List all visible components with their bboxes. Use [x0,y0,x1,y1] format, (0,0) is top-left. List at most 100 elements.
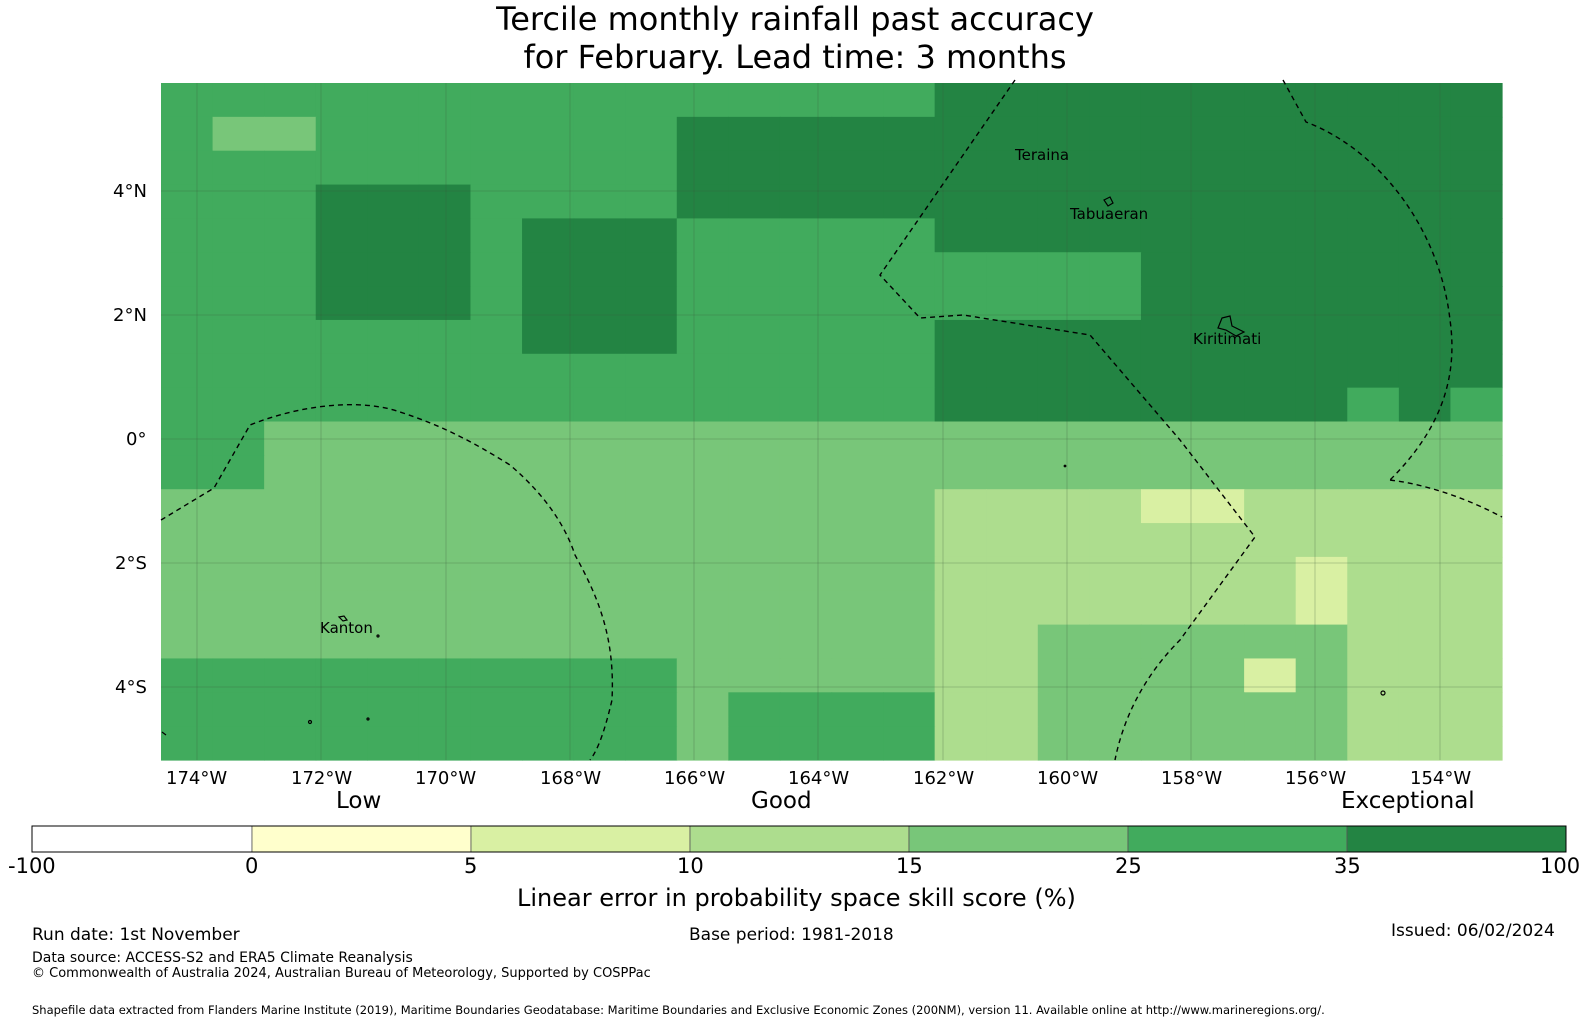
skill-cell [779,184,833,219]
skill-cell [161,624,214,660]
title-line-1: Tercile monthly rainfall past accuracy [496,0,1094,38]
skill-cell [418,421,472,456]
skill-cell [625,624,678,660]
skill-cell [986,353,1039,389]
skill-cell [522,726,575,761]
skill-cell [1089,421,1142,456]
skill-cell [470,658,523,693]
skill-cell [1295,83,1348,118]
skill-cell [1037,624,1090,660]
skill-cell [264,184,317,219]
skill-cell [625,658,678,693]
skill-cell [1140,590,1194,626]
skill-cell [1192,218,1245,253]
skill-cell [934,252,987,287]
skill-cell [1347,150,1400,186]
skill-cell [1140,387,1194,423]
skill-cell [1192,116,1245,152]
skill-cell [1089,624,1142,660]
skill-cell [883,624,936,660]
skill-cell [1192,658,1245,693]
skill-cell [573,523,626,558]
skill-cell [522,150,575,186]
colorbar-tick-25: 25 [1115,854,1142,878]
skill-cell [212,319,265,355]
lon-label-170w: 170°W [415,768,477,789]
skill-cell [1450,421,1503,456]
skill-cell [1037,590,1090,626]
skill-cell [264,489,317,524]
skill-cell [986,286,1039,321]
skill-cell [1347,658,1400,693]
skill-cell [1347,726,1400,761]
skill-cell [934,726,987,761]
skill-cell [676,184,729,219]
skill-cell [470,556,523,592]
skill-cell [728,523,781,558]
skill-cell [883,556,936,592]
skill-cell [1398,624,1452,660]
skill-cell [676,455,729,490]
colorbar-category-exceptional: Exceptional [1341,788,1475,814]
skill-cell [470,692,523,727]
issued-date: Issued: 06/02/2024 [1391,921,1555,941]
skill-cell [573,319,626,355]
skill-cell [676,353,729,389]
skill-cell [1295,658,1348,693]
skill-cell [315,658,368,693]
skill-cell [264,116,317,152]
skill-cell [1398,421,1452,456]
skill-cell [367,184,420,219]
skill-cell [676,252,729,287]
lon-label-164w: 164°W [788,768,850,789]
eez-boundaries [160,79,1503,761]
skill-cell [934,590,987,626]
skill-cell [367,489,420,524]
skill-cell [418,556,472,592]
skill-cell [625,421,678,456]
skill-cell [883,692,936,727]
skill-cell [779,523,833,558]
skill-cell [315,726,368,761]
skill-cell [986,83,1039,118]
skill-cell [831,218,884,253]
skill-cell [831,387,884,423]
island-dot-4 [366,717,370,721]
skill-cell [1140,286,1194,321]
skill-cell [1295,624,1348,660]
skill-cell [1244,286,1297,321]
skill-cell [522,455,575,490]
skill-cell [522,184,575,219]
skill-cell [883,252,936,287]
skill-cell [625,116,678,152]
skill-cell [161,286,214,321]
skill-cell [883,286,936,321]
skill-cell [1398,184,1452,219]
skill-cell [1037,83,1090,118]
graticule [161,83,1502,760]
skill-cell [1347,590,1400,626]
skill-cell [1295,116,1348,152]
skill-cell [418,523,472,558]
data-source: Data source: ACCESS-S2 and ERA5 Climate … [32,950,413,966]
skill-cell [831,489,884,524]
skill-cell [315,523,368,558]
skill-cell [522,353,575,389]
skill-cell [212,523,265,558]
colorbar-tick-5: 5 [464,854,478,878]
skill-cell [831,658,884,693]
colorbar-segment [1127,825,1348,853]
skill-cell [986,624,1039,660]
skill-cell [367,726,420,761]
skill-cell [779,726,833,761]
skill-cell [161,590,214,626]
skill-cell [779,455,833,490]
skill-cell [883,184,936,219]
skill-cell [1244,184,1297,219]
skill-cell [573,489,626,524]
lon-label-168w: 168°W [540,768,602,789]
skill-cell [264,590,317,626]
skill-cell [470,726,523,761]
skill-cell [470,116,523,152]
skill-cell [161,353,214,389]
